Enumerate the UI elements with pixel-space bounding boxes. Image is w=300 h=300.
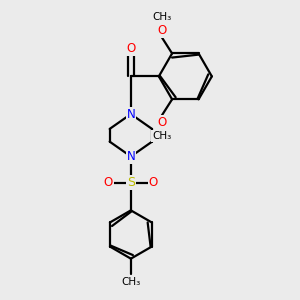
- Text: O: O: [126, 42, 136, 55]
- Text: O: O: [157, 116, 167, 128]
- Text: O: O: [104, 176, 113, 190]
- Text: O: O: [148, 176, 158, 190]
- Text: CH₃: CH₃: [152, 131, 171, 141]
- Text: N: N: [127, 108, 135, 121]
- Text: S: S: [127, 176, 135, 190]
- Text: O: O: [157, 24, 167, 37]
- Text: N: N: [127, 150, 135, 163]
- Text: CH₃: CH₃: [152, 12, 171, 22]
- Text: CH₃: CH₃: [121, 277, 140, 286]
